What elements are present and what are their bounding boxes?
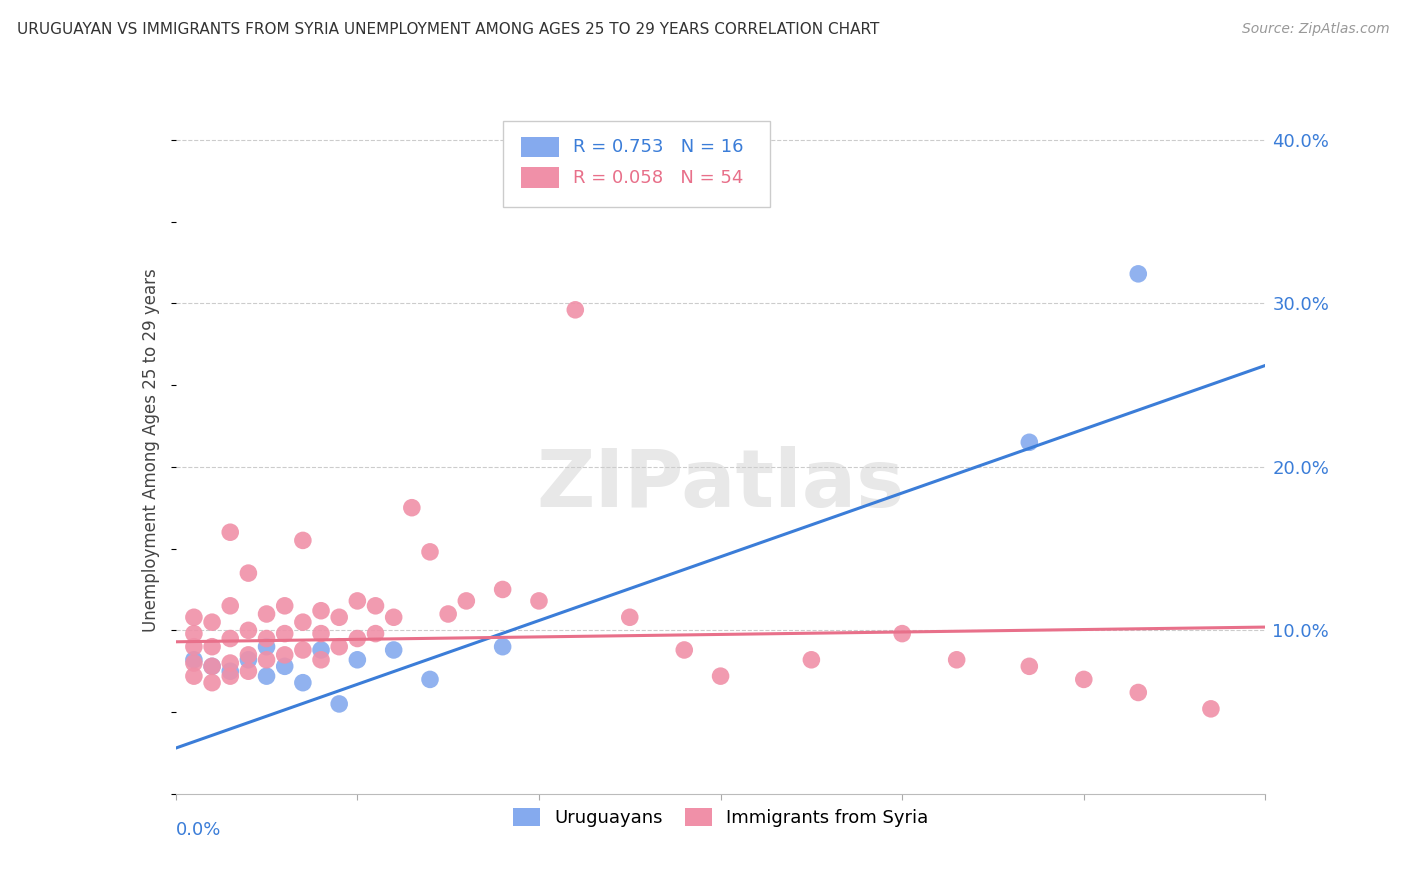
Point [238, 653, 260, 667]
Point [291, 615, 314, 630]
Point [183, 653, 205, 667]
Point [219, 664, 242, 679]
Point [256, 607, 278, 621]
Text: ZIPatlas: ZIPatlas [537, 446, 904, 524]
Point [238, 566, 260, 580]
Point [183, 610, 205, 624]
Point [419, 545, 441, 559]
Point [346, 632, 368, 646]
Point [346, 594, 368, 608]
Point [364, 626, 387, 640]
Legend: Uruguayans, Immigrants from Syria: Uruguayans, Immigrants from Syria [506, 800, 935, 834]
Point [309, 653, 332, 667]
Text: R = 0.058   N = 54: R = 0.058 N = 54 [574, 169, 744, 186]
Point [238, 664, 260, 679]
Point [201, 659, 224, 673]
Point [456, 594, 478, 608]
Point [1018, 659, 1040, 673]
Point [201, 615, 224, 630]
Point [291, 643, 314, 657]
Point [219, 669, 242, 683]
Text: Source: ZipAtlas.com: Source: ZipAtlas.com [1241, 22, 1389, 37]
Point [309, 604, 332, 618]
Point [891, 626, 914, 640]
Point [201, 675, 224, 690]
Point [328, 640, 350, 654]
Point [219, 656, 242, 670]
Bar [522, 136, 560, 157]
Point [564, 302, 586, 317]
Point [274, 599, 297, 613]
Point [492, 640, 515, 654]
Point [945, 653, 967, 667]
Point [256, 632, 278, 646]
Point [401, 500, 423, 515]
Point [219, 599, 242, 613]
Point [492, 582, 515, 597]
Point [437, 607, 460, 621]
Point [309, 643, 332, 657]
Point [201, 640, 224, 654]
Point [346, 653, 368, 667]
Point [382, 643, 405, 657]
Y-axis label: Unemployment Among Ages 25 to 29 years: Unemployment Among Ages 25 to 29 years [142, 268, 160, 632]
Point [291, 675, 314, 690]
Point [328, 697, 350, 711]
Point [800, 653, 823, 667]
Point [1199, 702, 1222, 716]
Point [183, 626, 205, 640]
Point [419, 673, 441, 687]
Point [256, 669, 278, 683]
Point [673, 643, 696, 657]
Point [219, 632, 242, 646]
Point [274, 659, 297, 673]
Point [183, 640, 205, 654]
Point [238, 648, 260, 662]
Point [328, 610, 350, 624]
Bar [522, 168, 560, 188]
Point [183, 669, 205, 683]
Point [309, 626, 332, 640]
Text: URUGUAYAN VS IMMIGRANTS FROM SYRIA UNEMPLOYMENT AMONG AGES 25 TO 29 YEARS CORREL: URUGUAYAN VS IMMIGRANTS FROM SYRIA UNEMP… [17, 22, 879, 37]
Point [274, 626, 297, 640]
Point [219, 525, 242, 540]
Point [619, 610, 641, 624]
Point [238, 624, 260, 638]
Point [201, 659, 224, 673]
Point [1128, 267, 1150, 281]
Text: R = 0.753   N = 16: R = 0.753 N = 16 [574, 138, 744, 156]
Point [527, 594, 550, 608]
Point [364, 599, 387, 613]
Point [710, 669, 733, 683]
Text: 0.0%: 0.0% [176, 822, 221, 839]
Point [256, 653, 278, 667]
FancyBboxPatch shape [503, 120, 769, 207]
Point [256, 640, 278, 654]
Point [1128, 685, 1150, 699]
Point [1073, 673, 1095, 687]
Point [382, 610, 405, 624]
Point [1018, 435, 1040, 450]
Point [291, 533, 314, 548]
Point [274, 648, 297, 662]
Point [183, 656, 205, 670]
